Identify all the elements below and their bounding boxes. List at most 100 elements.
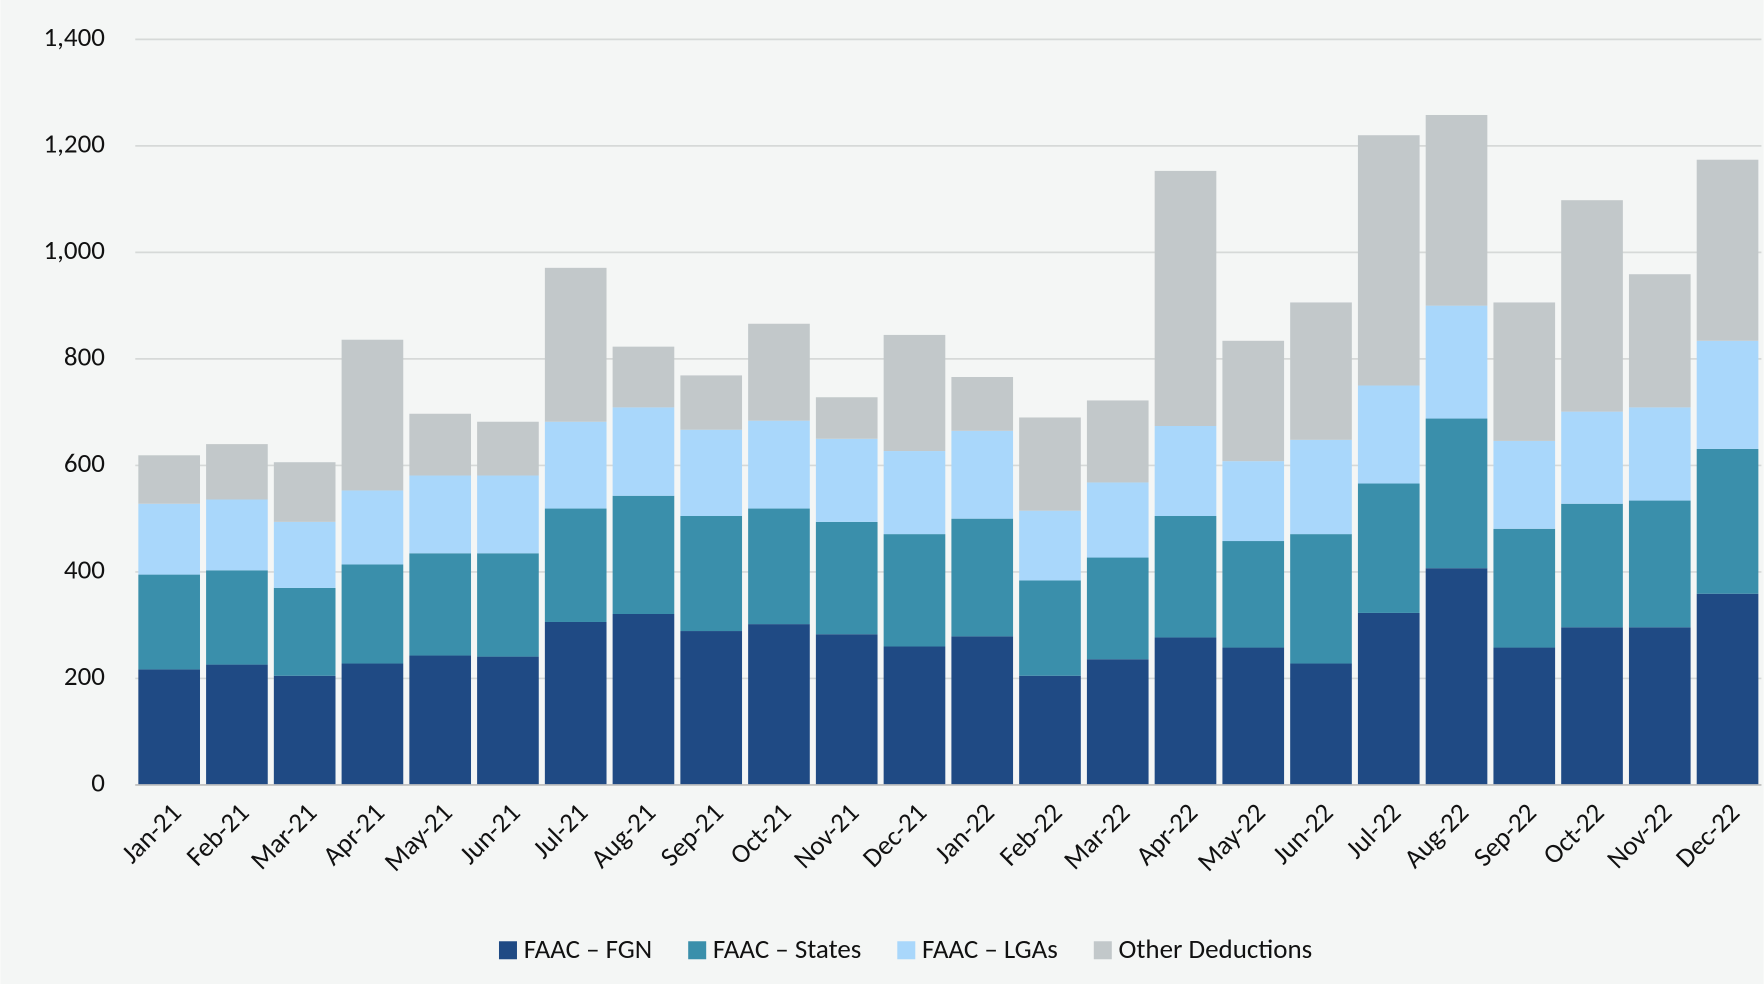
bar-segment — [1628, 274, 1691, 408]
bar-segment — [544, 621, 607, 785]
bar-segment — [477, 656, 539, 785]
bar-segment — [815, 521, 878, 635]
bar-segment — [138, 669, 200, 785]
legend-swatch — [897, 941, 916, 960]
bar-segment — [1628, 500, 1691, 628]
bar-segment — [341, 564, 404, 664]
bar-segment — [409, 475, 472, 554]
legend-swatch — [1093, 941, 1112, 960]
y-tick-label: 400 — [64, 553, 105, 586]
bar-segment — [1561, 503, 1623, 628]
bar-segment — [1019, 417, 1081, 511]
bar-segment — [1493, 528, 1556, 648]
legend-label: Other Deductions — [1119, 933, 1313, 966]
bar-segment — [1628, 407, 1691, 501]
bar-segment — [951, 636, 1014, 785]
bar-segment — [1493, 440, 1556, 529]
bar-segment — [544, 508, 607, 622]
bar-segment — [680, 375, 743, 430]
bar-segment — [1086, 659, 1149, 785]
bar-segment — [1086, 557, 1149, 660]
bar-segment — [951, 430, 1014, 519]
bar-segment — [477, 421, 539, 476]
legend-label: FAAC – LGAs — [922, 933, 1058, 966]
bar-segment — [1290, 439, 1352, 535]
bar-segment — [1086, 400, 1149, 483]
bar-segment — [883, 534, 946, 647]
bar-segment — [1425, 305, 1488, 419]
bar-segment — [1290, 302, 1352, 440]
legend-item: FAAC – States — [688, 933, 861, 966]
bar-segment — [1357, 135, 1420, 386]
bar-segment — [1154, 426, 1217, 517]
bar-segment — [1696, 448, 1759, 594]
bar-segment — [815, 438, 878, 522]
bar-segment — [748, 323, 810, 421]
bar-segment — [612, 495, 675, 614]
bar-segment — [883, 646, 946, 785]
legend-label: FAAC – States — [713, 933, 861, 966]
bar-segment — [1561, 200, 1623, 412]
bar-segment — [1696, 159, 1759, 341]
bar-segment — [883, 334, 946, 452]
bar-segment — [409, 553, 472, 656]
y-tick-label: 600 — [64, 447, 105, 480]
bar-segment — [341, 490, 404, 565]
bar-segment — [748, 420, 810, 509]
bar-segment — [273, 462, 336, 522]
bar-segment — [1493, 647, 1556, 785]
bar-segment — [1425, 418, 1488, 569]
bar-segment — [1425, 114, 1488, 306]
bar-segment — [1561, 411, 1623, 504]
bar-segment — [951, 518, 1014, 637]
bar-segment — [1493, 302, 1556, 441]
bar-segment — [206, 499, 268, 571]
bar-segment — [206, 570, 268, 665]
bar-segment — [273, 675, 336, 785]
bar-segment — [1019, 580, 1081, 676]
bar-segment — [1290, 663, 1352, 785]
bar-segment — [612, 407, 675, 496]
bar-segment — [815, 634, 878, 785]
bar-segment — [206, 664, 268, 785]
bar-segment — [138, 574, 200, 670]
y-tick-label: 800 — [64, 340, 105, 373]
bar-segment — [1425, 568, 1488, 785]
bar-segment — [883, 451, 946, 535]
bar-segment — [1357, 483, 1420, 613]
bar-segment — [680, 516, 743, 632]
legend-swatch — [688, 941, 707, 960]
bar-segment — [1628, 627, 1691, 785]
bar-segment — [748, 508, 810, 625]
bar-segment — [1357, 612, 1420, 785]
bar-segment — [1222, 647, 1285, 785]
bar-segment — [1154, 516, 1217, 638]
bar-segment — [544, 267, 607, 422]
bar-segment — [612, 346, 675, 408]
bar-segment — [612, 613, 675, 785]
bar-segment — [409, 413, 472, 476]
bar-segment — [273, 587, 336, 676]
bar-segment — [748, 624, 810, 785]
bar-segment — [409, 655, 472, 785]
bar-segment — [1222, 340, 1285, 462]
y-tick-label: 1,400 — [44, 21, 105, 54]
bar-segment — [138, 503, 200, 575]
legend-item: Other Deductions — [1093, 933, 1313, 966]
y-tick-label: 1,000 — [44, 234, 105, 267]
bar-segment — [1696, 340, 1759, 449]
bar-segment — [1696, 593, 1759, 785]
bar-segment — [815, 397, 878, 439]
bar-segment — [1019, 675, 1081, 785]
bar-segment — [1357, 385, 1420, 484]
bar-segment — [273, 521, 336, 588]
legend-item: FAAC – LGAs — [897, 933, 1058, 966]
legend-label: FAAC – FGN — [524, 933, 652, 966]
y-tick-label: 0 — [91, 766, 105, 799]
legend-item: FAAC – FGN — [498, 933, 652, 966]
bar-segment — [341, 339, 404, 491]
y-tick-label: 1,200 — [44, 127, 105, 160]
bar-segment — [1154, 637, 1217, 785]
bar-segment — [1290, 534, 1352, 664]
bar-segment — [1222, 541, 1285, 648]
